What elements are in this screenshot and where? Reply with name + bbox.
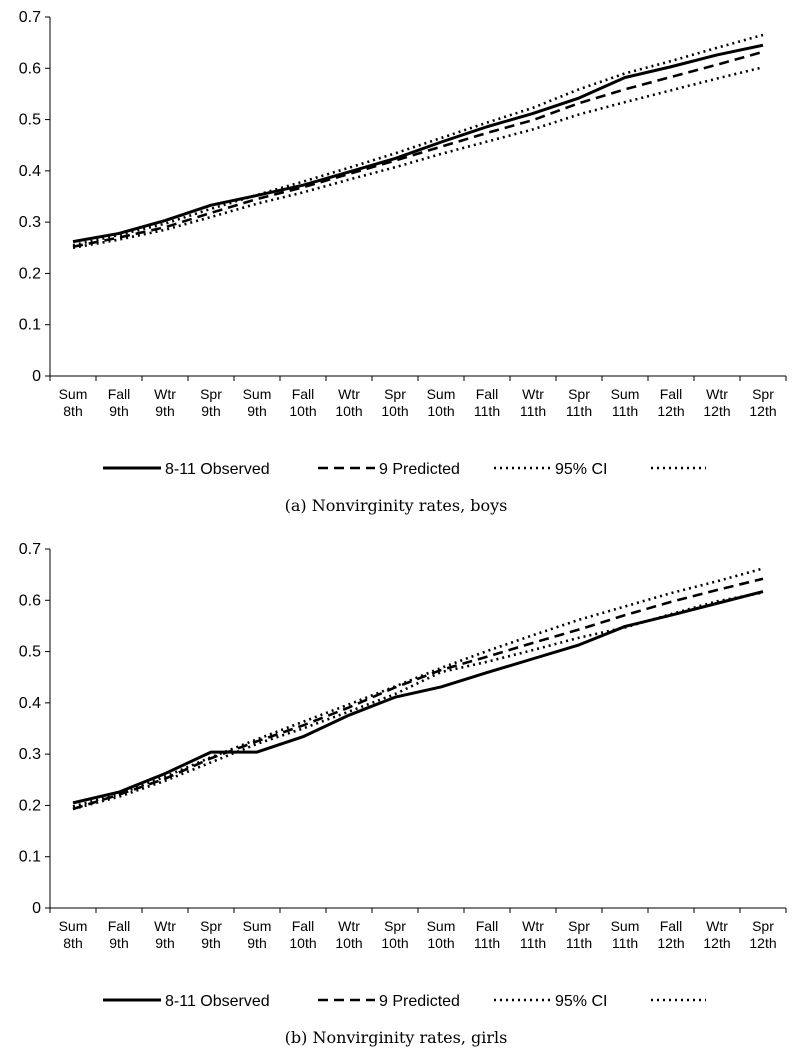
x-tick-label-line1: Spr [200, 386, 222, 402]
legend-label: 8-11 Observed [165, 993, 270, 1010]
x-tick-label-line2: 8th [63, 935, 82, 951]
legend-label: 95% CI [555, 993, 607, 1010]
y-tick-label: 0.5 [19, 112, 41, 129]
y-tick-label: 0.3 [19, 214, 41, 231]
x-tick-label-line1: Spr [568, 918, 590, 934]
series-line-8-11-observed [72, 43, 764, 244]
x-tick-label-line1: Fall [108, 386, 131, 402]
x-tick-label-line2: 11th [566, 935, 592, 951]
y-tick-label: 0 [32, 368, 41, 385]
x-tick-label-line1: Spr [568, 386, 590, 402]
y-tick-label: 0 [32, 900, 41, 917]
x-tick-label-line2: 12th [749, 935, 776, 951]
y-tick-label: 0.1 [19, 849, 41, 866]
y-tick-label: 0.2 [19, 797, 41, 814]
x-tick-label-line2: 9th [247, 935, 266, 951]
x-tick-label-line2: 9th [201, 935, 220, 951]
x-tick-label-line2: 10th [289, 403, 316, 419]
y-tick-label: 0.5 [19, 644, 41, 661]
x-tick-label-line2: 12th [657, 403, 684, 419]
series-line-ci-lower [72, 591, 764, 811]
y-tick-label: 0.7 [19, 9, 41, 26]
x-tick-label-line1: Wtr [154, 918, 176, 934]
x-tick-label-line1: Sum [59, 386, 88, 402]
x-tick-label-line2: 9th [109, 935, 128, 951]
x-tick-label-line2: 10th [381, 403, 408, 419]
y-tick-label: 0.7 [19, 541, 41, 558]
series-line-95-ci [72, 33, 764, 247]
y-tick-label: 0.3 [19, 746, 41, 763]
x-tick-label-line1: Sum [427, 918, 456, 934]
x-tick-label-line1: Wtr [706, 918, 728, 934]
x-tick-label-line2: 10th [289, 935, 316, 951]
x-tick-label-line1: Fall [660, 918, 683, 934]
legend-label: 9 Predicted [379, 461, 460, 478]
y-tick-label: 0.6 [19, 60, 41, 77]
x-tick-label-line1: Wtr [522, 918, 544, 934]
x-tick-label-line2: 11th [520, 935, 546, 951]
series-line-9-predicted [72, 577, 764, 811]
x-tick-label-line2: 9th [155, 935, 174, 951]
x-tick-label-line1: Sum [243, 918, 272, 934]
figure-caption: (a) Nonvirginity rates, boys [285, 496, 508, 515]
legend-label: 9 Predicted [379, 993, 460, 1010]
x-tick-label-line2: 10th [381, 935, 408, 951]
x-tick-label-line2: 11th [474, 403, 500, 419]
x-tick-label-line1: Fall [476, 386, 499, 402]
x-tick-label-line1: Sum [59, 918, 88, 934]
x-tick-label-line1: Spr [384, 918, 406, 934]
y-tick-label: 0.2 [19, 265, 41, 282]
x-tick-label-line2: 11th [474, 935, 500, 951]
x-tick-label-line1: Fall [108, 918, 131, 934]
x-tick-label-line2: 10th [335, 935, 362, 951]
series-line-9-predicted [72, 50, 764, 249]
legend-label: 8-11 Observed [165, 461, 270, 478]
x-tick-label-line1: Wtr [338, 918, 360, 934]
x-tick-label-line1: Sum [611, 918, 640, 934]
x-tick-label-line1: Fall [292, 918, 315, 934]
x-tick-label-line1: Wtr [706, 386, 728, 402]
y-tick-label: 0.4 [19, 163, 41, 180]
x-tick-label-line1: Fall [660, 386, 683, 402]
x-tick-label-line1: Fall [476, 918, 499, 934]
x-tick-label-line1: Sum [611, 386, 640, 402]
figure-caption: (b) Nonvirginity rates, girls [285, 1028, 508, 1047]
x-tick-label-line2: 10th [427, 403, 454, 419]
series-line-ci-lower [72, 65, 764, 250]
x-tick-label-line2: 9th [201, 403, 220, 419]
x-tick-label-line2: 9th [247, 403, 266, 419]
x-tick-label-line1: Spr [200, 918, 222, 934]
x-tick-label-line1: Wtr [338, 386, 360, 402]
x-tick-label-line1: Sum [243, 386, 272, 402]
x-tick-label-line1: Spr [752, 918, 774, 934]
x-tick-label-line2: 12th [749, 403, 776, 419]
x-tick-label-line2: 10th [335, 403, 362, 419]
x-tick-label-line2: 11th [566, 403, 592, 419]
x-tick-label-line1: Wtr [154, 386, 176, 402]
x-tick-label-line2: 12th [703, 935, 730, 951]
x-tick-label-line2: 9th [109, 403, 128, 419]
x-tick-label-line1: Sum [427, 386, 456, 402]
x-tick-label-line2: 11th [612, 935, 638, 951]
x-tick-label-line2: 11th [612, 403, 638, 419]
x-tick-label-line2: 9th [155, 403, 174, 419]
x-tick-label-line2: 8th [63, 403, 82, 419]
x-tick-label-line2: 10th [427, 935, 454, 951]
x-tick-label-line2: 11th [520, 403, 546, 419]
y-tick-label: 0.1 [19, 317, 41, 334]
x-tick-label-line1: Wtr [522, 386, 544, 402]
y-tick-label: 0.4 [19, 695, 41, 712]
x-tick-label-line1: Fall [292, 386, 315, 402]
series-line-95-ci [72, 567, 764, 808]
y-tick-label: 0.6 [19, 592, 41, 609]
series-line-8-11-observed [72, 590, 764, 805]
x-tick-label-line2: 12th [703, 403, 730, 419]
legend-label: 95% CI [555, 461, 607, 478]
x-tick-label-line2: 12th [657, 935, 684, 951]
x-tick-label-line1: Spr [752, 386, 774, 402]
x-tick-label-line1: Spr [384, 386, 406, 402]
